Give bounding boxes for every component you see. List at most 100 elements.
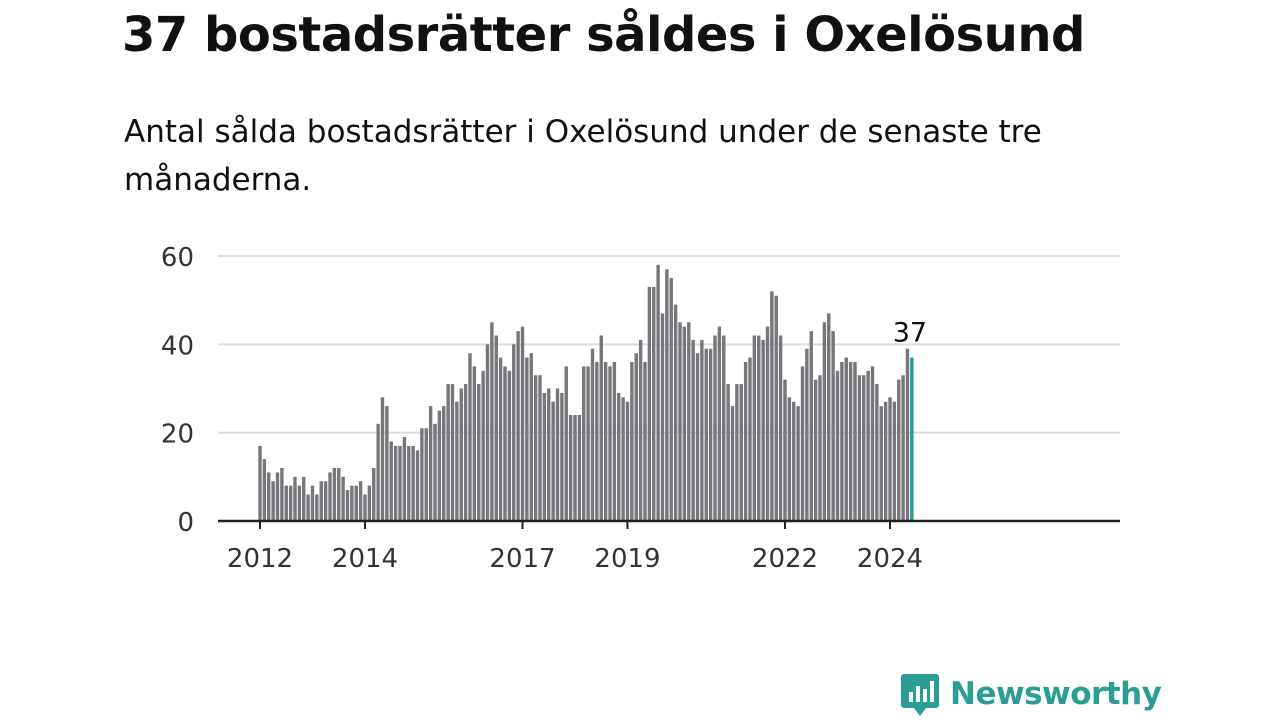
bar xyxy=(713,335,717,521)
bar xyxy=(813,379,818,521)
bar xyxy=(323,481,328,521)
bar xyxy=(420,428,424,521)
bar xyxy=(730,406,735,521)
bar xyxy=(280,468,284,521)
bar xyxy=(617,392,621,521)
bar xyxy=(905,348,910,521)
bar xyxy=(800,366,805,521)
bar xyxy=(468,353,472,521)
bar xyxy=(284,485,288,521)
x-tick-label: 2014 xyxy=(332,544,398,574)
chart-subtitle: Antal sålda bostadsrätter i Oxelösund un… xyxy=(124,114,1042,198)
bar xyxy=(363,494,367,521)
bar xyxy=(573,415,577,521)
bar xyxy=(358,481,363,521)
x-tick-label: 2022 xyxy=(752,544,818,574)
bar xyxy=(735,384,739,521)
bar xyxy=(319,481,323,521)
bar xyxy=(354,485,358,521)
y-tick-label: 20 xyxy=(161,420,194,450)
bar xyxy=(494,335,498,521)
bar xyxy=(586,366,590,521)
bar xyxy=(350,485,354,521)
bar xyxy=(372,468,376,521)
bar xyxy=(485,344,490,521)
bar xyxy=(669,278,673,521)
bar xyxy=(682,326,687,521)
bar xyxy=(520,326,525,521)
bar xyxy=(564,366,568,521)
bar xyxy=(525,357,529,521)
bar xyxy=(630,362,634,521)
bar xyxy=(547,388,551,521)
bar xyxy=(463,384,468,521)
bar xyxy=(542,392,547,521)
bar xyxy=(840,362,844,521)
bar xyxy=(481,370,485,521)
bar xyxy=(783,379,787,521)
bar xyxy=(739,384,743,521)
bar xyxy=(275,472,280,521)
bar xyxy=(477,384,481,521)
bar xyxy=(691,339,695,521)
bar xyxy=(533,375,538,521)
bar xyxy=(507,370,512,521)
bar xyxy=(844,357,848,521)
bar xyxy=(590,348,595,521)
y-tick-label: 60 xyxy=(161,243,194,273)
x-tick-label: 2024 xyxy=(857,544,923,574)
bar xyxy=(621,397,625,521)
bar xyxy=(835,370,840,521)
bar xyxy=(643,362,647,521)
bar xyxy=(665,269,669,521)
bar xyxy=(428,406,433,521)
bar xyxy=(883,401,888,521)
x-tick-label: 2017 xyxy=(489,544,555,574)
y-tick-label: 0 xyxy=(177,508,194,538)
bar xyxy=(897,379,901,521)
bar xyxy=(673,304,678,521)
bar xyxy=(446,384,450,521)
bar xyxy=(608,366,612,521)
bar xyxy=(345,490,350,521)
bar xyxy=(822,322,827,521)
bar xyxy=(848,362,853,521)
bar xyxy=(901,375,905,521)
bar xyxy=(879,406,883,521)
newsworthy-logo: Newsworthy xyxy=(900,670,1162,718)
bar xyxy=(717,326,722,521)
bar xyxy=(271,481,275,521)
bar xyxy=(415,450,420,521)
bar xyxy=(503,366,507,521)
bar xyxy=(831,331,835,521)
bar xyxy=(647,286,652,521)
bar xyxy=(599,335,603,521)
bar xyxy=(770,291,774,521)
bar xyxy=(765,326,770,521)
bar xyxy=(796,406,800,521)
bar xyxy=(551,401,555,521)
bar xyxy=(472,366,477,521)
x-tick-label: 2012 xyxy=(227,544,293,574)
bar xyxy=(568,415,573,521)
bar xyxy=(757,335,761,521)
bar xyxy=(455,401,459,521)
bar xyxy=(805,348,809,521)
bar xyxy=(857,375,862,521)
bar xyxy=(407,445,411,521)
bar xyxy=(385,406,389,521)
bar xyxy=(389,441,393,521)
bar xyxy=(638,339,643,521)
bar xyxy=(726,384,730,521)
bar xyxy=(529,353,533,521)
bar xyxy=(512,344,516,521)
bar xyxy=(612,362,617,521)
bar xyxy=(337,468,341,521)
bar xyxy=(700,339,704,521)
bar xyxy=(328,472,332,521)
bar xyxy=(827,313,831,521)
bar xyxy=(424,428,428,521)
bar xyxy=(376,423,380,521)
bar xyxy=(660,313,665,521)
